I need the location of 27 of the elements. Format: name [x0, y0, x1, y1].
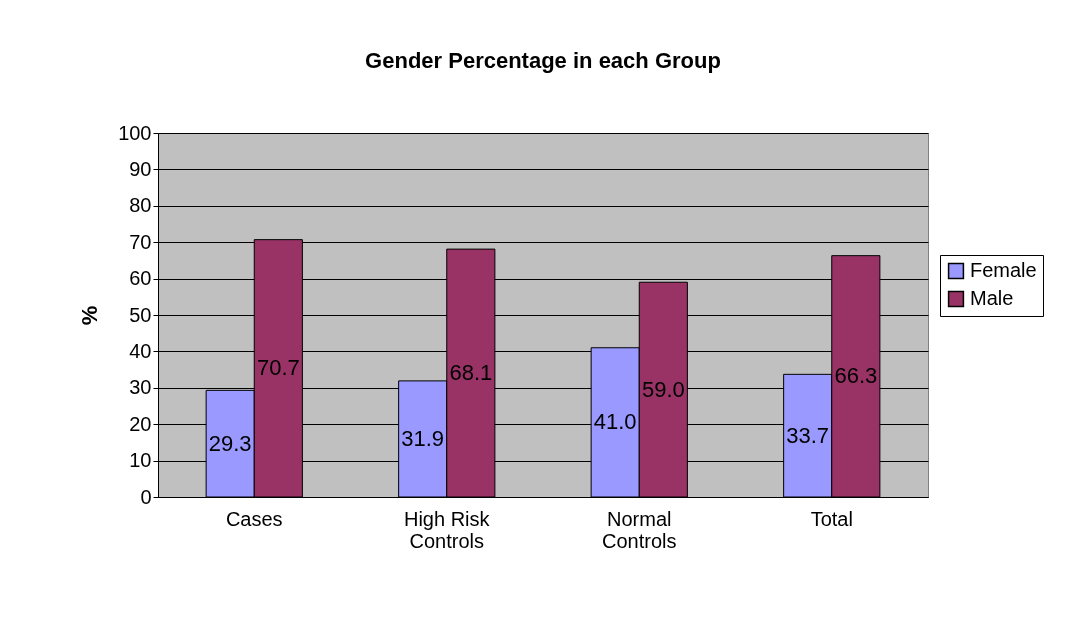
data-label: 29.3: [208, 430, 252, 456]
y-tick-label: 10: [129, 449, 152, 472]
data-label: 33.7: [786, 422, 830, 448]
y-tick-label: 30: [129, 376, 152, 399]
data-label: 70.7: [256, 355, 300, 381]
x-tick-label: High Risk Controls: [403, 507, 491, 552]
x-tick-label: Cases: [225, 507, 283, 530]
data-label: 31.9: [401, 425, 445, 451]
y-tick-label: 70: [129, 230, 152, 253]
x-tick-label: Normal Controls: [602, 507, 677, 552]
chart-title: Gender Percentage in each Group: [365, 48, 721, 73]
x-tick-label: Total: [810, 507, 853, 530]
legend-label: Male: [970, 287, 1014, 309]
y-tick-label: 80: [129, 194, 152, 217]
legend-label: Female: [970, 259, 1037, 281]
y-tick-label: 60: [129, 267, 152, 290]
y-tick-label: 90: [129, 157, 152, 180]
y-tick-label: 20: [129, 412, 152, 435]
y-tick-label: 50: [129, 303, 152, 326]
data-label: 68.1: [449, 360, 493, 386]
data-label: 59.0: [641, 376, 685, 402]
data-label: 66.3: [834, 363, 878, 389]
data-label: 41.0: [593, 409, 637, 435]
y-tick-label: 100: [118, 121, 152, 144]
y-axis-title: %: [77, 305, 103, 326]
y-tick-label: 40: [129, 339, 152, 362]
y-tick-label: 0: [140, 485, 152, 508]
